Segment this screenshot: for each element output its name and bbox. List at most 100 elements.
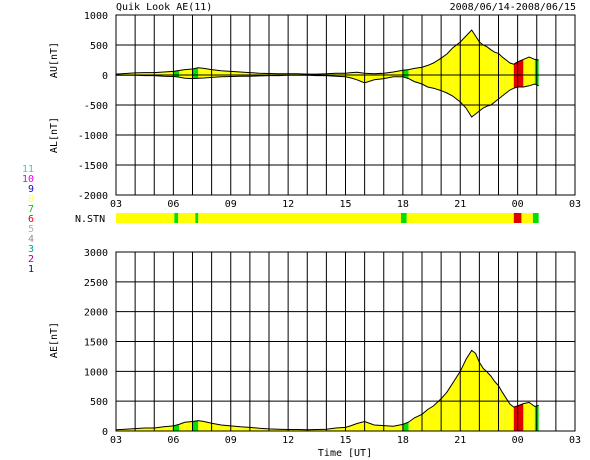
area-segment <box>211 423 222 431</box>
area-segment <box>179 69 185 79</box>
area-segment <box>513 405 518 431</box>
al-axis-label: AL[nT] <box>49 117 60 153</box>
area-segment <box>441 392 447 431</box>
area-segment <box>529 402 535 431</box>
y-tick-label: 1000 <box>84 367 108 378</box>
area-segment <box>230 425 241 431</box>
legend-station-10: 10 <box>21 174 34 185</box>
legend-station-8: 8 <box>27 194 34 205</box>
area-segment <box>173 424 180 431</box>
x-tick-label: 18 <box>397 435 409 446</box>
area-segment <box>433 58 442 91</box>
station-count-bar <box>116 213 539 223</box>
area-segment <box>479 362 484 431</box>
area-segment <box>517 403 524 431</box>
station-bar-segment <box>521 213 533 223</box>
station-bar-segment <box>116 213 175 223</box>
y-tick-label: 0 <box>102 427 108 438</box>
y-tick-label: -1000 <box>78 131 108 142</box>
legend-station-7: 7 <box>27 204 34 215</box>
area-segment <box>523 57 530 87</box>
area-segment <box>414 414 422 431</box>
x-tick-label: 09 <box>225 435 237 446</box>
date-range: 2008/06/14-2008/06/15 <box>450 2 576 13</box>
area-segment <box>498 385 503 431</box>
station-bar-label: N.STN <box>75 214 105 225</box>
legend-station-4: 4 <box>27 234 34 245</box>
area-segment <box>509 63 514 90</box>
au-line <box>115 29 539 75</box>
area-segment <box>383 425 394 431</box>
x-tick-label: 03 <box>569 199 581 210</box>
x-tick-label: 15 <box>339 199 351 210</box>
area-segment <box>490 376 495 431</box>
station-bar-segment <box>406 213 514 223</box>
area-segment <box>441 54 447 93</box>
ae-axis-label: AE[nT] <box>49 322 60 358</box>
x-tick-label: 21 <box>454 435 466 446</box>
y-tick-label: 2000 <box>84 308 108 319</box>
area-segment <box>529 57 535 86</box>
area-segment <box>402 69 409 79</box>
ae-line <box>115 349 539 431</box>
area-segment <box>483 368 488 431</box>
area-segment <box>427 405 434 431</box>
area-segment <box>345 425 352 431</box>
area-segment <box>184 69 193 79</box>
x-tick-label: 06 <box>167 199 179 210</box>
area-segment <box>460 36 466 108</box>
area-segment <box>494 52 499 102</box>
area-segment <box>198 67 204 79</box>
area-segment <box>427 63 434 89</box>
x-tick-label: 21 <box>454 199 466 210</box>
y-tick-label: -1500 <box>78 161 108 172</box>
area-segment <box>179 422 185 431</box>
legend-station-11: 11 <box>21 164 34 175</box>
station-bar-segment <box>400 213 407 223</box>
area-segment <box>471 30 476 117</box>
y-tick-label: 0 <box>102 71 108 82</box>
area-segment <box>506 398 510 431</box>
area-segment <box>502 392 507 431</box>
plot-frame <box>115 14 576 196</box>
area-segment <box>460 359 466 431</box>
area-segment <box>163 425 174 431</box>
y-tick-label: 2500 <box>84 278 108 289</box>
legend-station-2: 2 <box>27 254 34 265</box>
y-tick-label: 3000 <box>84 248 108 259</box>
al-line <box>116 74 539 118</box>
area-segment <box>414 67 422 84</box>
legend-station-5: 5 <box>27 224 34 235</box>
x-tick-label: 00 <box>512 199 524 210</box>
y-tick-label: 1500 <box>84 338 108 349</box>
area-segment <box>509 404 514 431</box>
x-axis-label: Time [UT] <box>318 448 372 459</box>
area-segment <box>483 45 488 108</box>
legend-station-6: 6 <box>27 214 34 225</box>
legend-station-3: 3 <box>27 244 34 255</box>
area-segment <box>144 428 155 431</box>
area-segment <box>422 409 428 431</box>
au-axis-label: AU[nT] <box>49 42 60 78</box>
x-tick-label: 09 <box>225 199 237 210</box>
station-bar-segment <box>513 213 522 223</box>
area-segment <box>198 420 204 431</box>
area-segment <box>490 49 495 105</box>
area-segment <box>471 350 476 431</box>
area-segment <box>203 68 212 78</box>
area-segment <box>465 350 472 431</box>
area-segment <box>494 381 499 431</box>
area-segment <box>192 67 199 79</box>
area-segment <box>465 30 472 117</box>
station-bar-segment <box>174 213 179 223</box>
area-segment <box>240 426 250 431</box>
y-tick-label: -2000 <box>78 191 108 202</box>
x-tick-label: 18 <box>397 199 409 210</box>
station-bar-segment <box>532 213 539 223</box>
y-tick-label: 1000 <box>84 11 108 22</box>
station-bar-segment <box>195 213 199 223</box>
x-tick-label: 12 <box>282 435 294 446</box>
